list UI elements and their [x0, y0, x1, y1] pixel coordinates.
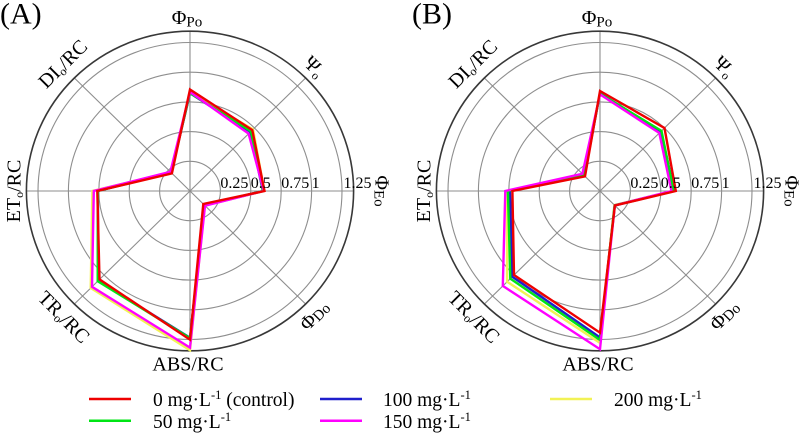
svg-text:1: 1 — [312, 175, 320, 192]
svg-text:0.5: 0.5 — [661, 175, 681, 192]
svg-text:200 mg·L-1: 200 mg·L-1 — [614, 388, 702, 411]
svg-text:0.25: 0.25 — [220, 175, 248, 192]
svg-text:ABS/RC: ABS/RC — [562, 354, 633, 376]
svg-text:ABS/RC: ABS/RC — [152, 354, 223, 376]
svg-text:1: 1 — [722, 175, 730, 192]
svg-text:50 mg·L-1: 50 mg·L-1 — [153, 410, 231, 433]
svg-text:ΦEo: ΦEo — [370, 175, 392, 206]
svg-text:(A): (A) — [0, 0, 42, 31]
svg-text:1.25: 1.25 — [344, 175, 372, 192]
svg-text:1.25: 1.25 — [754, 175, 782, 192]
svg-text:0.75: 0.75 — [281, 175, 309, 192]
svg-text:ΦEo: ΦEo — [780, 175, 800, 206]
svg-text:0.25: 0.25 — [630, 175, 658, 192]
svg-text:150 mg·L-1: 150 mg·L-1 — [383, 410, 471, 433]
svg-text:(B): (B) — [412, 0, 452, 31]
svg-text:ETo/RC: ETo/RC — [3, 160, 26, 223]
svg-text:100 mg·L-1: 100 mg·L-1 — [383, 388, 471, 411]
svg-text:0 mg·L-1 (control): 0 mg·L-1 (control) — [153, 388, 294, 411]
svg-text:0.75: 0.75 — [691, 175, 719, 192]
svg-text:ETo/RC: ETo/RC — [413, 160, 436, 223]
svg-text:0.5: 0.5 — [251, 175, 271, 192]
